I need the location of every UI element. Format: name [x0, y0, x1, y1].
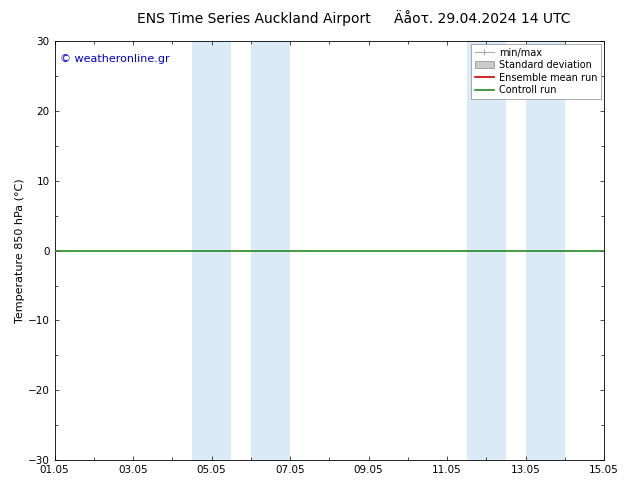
Bar — [526, 41, 565, 460]
Bar — [251, 41, 290, 460]
Y-axis label: Temperature 850 hPa (°C): Temperature 850 hPa (°C) — [15, 178, 25, 323]
Bar — [467, 41, 506, 460]
Text: © weatheronline.gr: © weatheronline.gr — [60, 53, 170, 64]
Bar — [192, 41, 231, 460]
Legend: min/max, Standard deviation, Ensemble mean run, Controll run: min/max, Standard deviation, Ensemble me… — [470, 44, 601, 99]
Text: Äåοτ. 29.04.2024 14 UTC: Äåοτ. 29.04.2024 14 UTC — [394, 12, 570, 26]
Text: ENS Time Series Auckland Airport: ENS Time Series Auckland Airport — [137, 12, 370, 26]
